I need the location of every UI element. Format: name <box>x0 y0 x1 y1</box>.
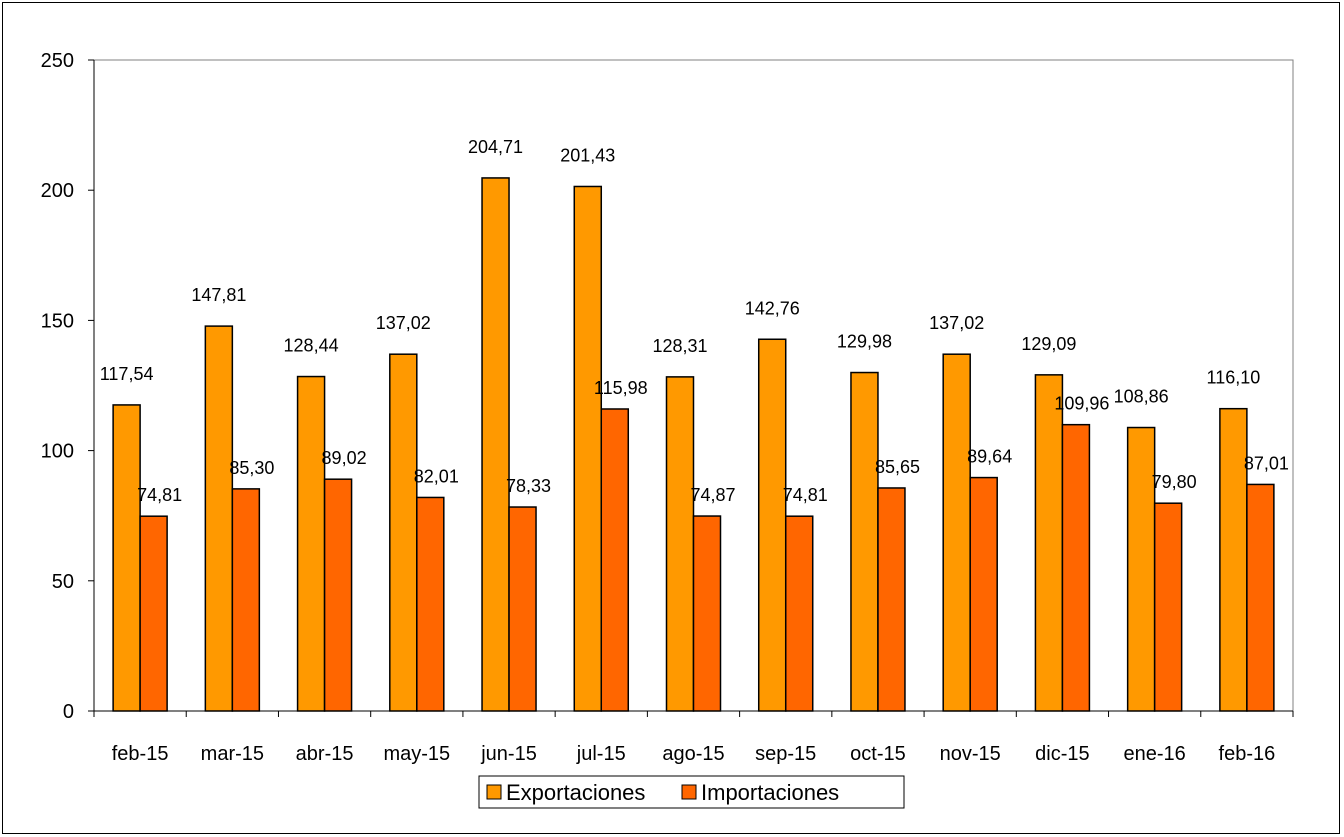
x-tick-label: feb-16 <box>1219 743 1276 765</box>
bar-importaciones-feb-15 <box>139 515 168 712</box>
bar-exportaciones-ago-15 <box>665 376 695 712</box>
data-label: 109,96 <box>1054 394 1109 414</box>
data-label: 115,98 <box>594 378 648 398</box>
data-label: 129,09 <box>1021 334 1076 354</box>
data-label: 128,44 <box>284 336 339 356</box>
bar-importaciones-sep-15 <box>784 515 814 712</box>
data-label: 137,02 <box>376 313 431 333</box>
x-tick-label: ago-15 <box>662 743 724 765</box>
legend: Exportaciones Importaciones <box>478 775 905 809</box>
x-tick-label: feb-15 <box>112 743 169 765</box>
bar-importaciones-jul-15 <box>600 408 630 712</box>
data-label: 108,86 <box>1114 387 1169 407</box>
data-label: 82,01 <box>414 466 459 486</box>
data-label: 129,98 <box>837 332 892 352</box>
data-label: 78,33 <box>506 476 551 496</box>
y-tick-label: 200 <box>41 180 74 202</box>
bar-exportaciones-sep-15 <box>757 338 787 712</box>
y-tick-label: 100 <box>41 441 74 463</box>
data-label: 74,81 <box>783 485 828 505</box>
data-label: 116,10 <box>1207 368 1261 388</box>
data-label: 128,31 <box>652 336 707 356</box>
data-label: 142,76 <box>745 298 800 318</box>
bar-exportaciones-dic-15 <box>1034 374 1064 712</box>
data-label: 201,43 <box>560 145 615 165</box>
data-label: 89,02 <box>322 448 367 468</box>
bar-exportaciones-jun-15 <box>481 177 510 712</box>
x-tick-label: abr-15 <box>296 743 354 765</box>
data-label: 85,65 <box>875 457 920 477</box>
y-tick-label: 250 <box>41 50 74 72</box>
x-tick-label: nov-15 <box>940 743 1001 765</box>
bar-exportaciones-ene-16 <box>1126 426 1156 712</box>
bar-exportaciones-may-15 <box>389 353 418 712</box>
data-label: 89,64 <box>967 447 1012 467</box>
bar-exportaciones-feb-16 <box>1219 407 1248 712</box>
data-label: 85,30 <box>229 458 274 478</box>
data-label: 117,54 <box>100 364 154 384</box>
legend-label: Importaciones <box>701 780 839 805</box>
x-tick-label: jul-15 <box>576 743 626 765</box>
bar-exportaciones-jul-15 <box>573 185 603 712</box>
data-label: 147,81 <box>191 285 246 305</box>
x-tick-label: jun-15 <box>480 743 537 765</box>
legend-swatch <box>486 784 502 800</box>
bar-exportaciones-oct-15 <box>850 371 879 712</box>
data-label: 204,71 <box>468 137 523 157</box>
bar-importaciones-feb-16 <box>1246 483 1275 712</box>
bar-importaciones-ago-15 <box>692 515 722 712</box>
y-tick-label: 0 <box>63 701 74 723</box>
bar-exportaciones-feb-15 <box>112 404 141 712</box>
legend-swatch <box>681 784 697 800</box>
x-tick-label: ene-16 <box>1124 743 1186 765</box>
bar-importaciones-mar-15 <box>231 488 261 712</box>
legend-label: Exportaciones <box>506 780 645 805</box>
data-label: 79,80 <box>1152 472 1197 492</box>
x-tick-label: sep-15 <box>755 743 816 765</box>
x-tick-label: dic-15 <box>1035 743 1089 765</box>
bar-importaciones-abr-15 <box>323 478 353 712</box>
y-tick-label: 50 <box>52 571 74 593</box>
data-label: 74,81 <box>137 485 182 505</box>
data-label: 74,87 <box>690 485 735 505</box>
bar-importaciones-dic-15 <box>1061 423 1091 712</box>
data-label: 87,01 <box>1244 453 1289 473</box>
x-tick-label: may-15 <box>383 743 450 765</box>
bar-exportaciones-mar-15 <box>204 325 234 712</box>
y-tick-label: 150 <box>41 310 74 332</box>
bar-importaciones-may-15 <box>416 496 445 712</box>
bar-importaciones-oct-15 <box>877 487 906 712</box>
bar-importaciones-ene-16 <box>1153 502 1183 712</box>
bar-importaciones-nov-15 <box>969 476 998 712</box>
bar-importaciones-jun-15 <box>508 506 537 712</box>
bar-exportaciones-abr-15 <box>296 375 326 712</box>
x-tick-label: mar-15 <box>201 743 264 765</box>
x-tick-label: oct-15 <box>850 743 906 765</box>
data-label: 137,02 <box>929 313 984 333</box>
bar-exportaciones-nov-15 <box>942 353 971 712</box>
